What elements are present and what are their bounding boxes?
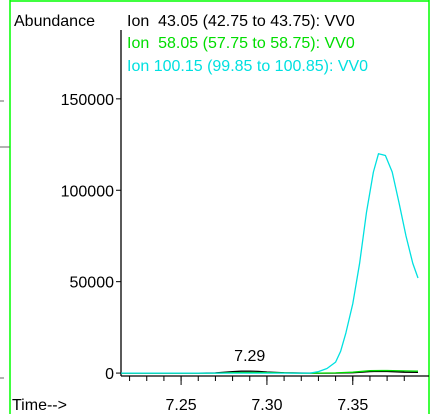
peak-label: 7.29 xyxy=(234,348,265,365)
legend-entry-2: Ion 100.15 (99.85 to 100.85): VV0 xyxy=(127,58,368,75)
legend: Ion 43.05 (42.75 to 43.75): VV0 Ion 58.05… xyxy=(127,13,368,75)
x-tick-label: 7.30 xyxy=(251,397,282,414)
annotations-layer: 7.29 xyxy=(234,348,265,365)
axes-layer: 0 50000 100000 150000 7.25 7.30 7.35 xyxy=(61,30,429,414)
x-tick-label: 7.25 xyxy=(166,397,197,414)
legend-entry-1: Ion 58.05 (57.75 to 58.75): VV0 xyxy=(127,35,355,52)
series-line-2 xyxy=(121,153,419,374)
x-axis-label: Time--> xyxy=(12,397,67,414)
series-layer xyxy=(121,153,419,374)
y-tick-label: 0 xyxy=(105,366,114,383)
y-tick-label: 100000 xyxy=(61,183,114,200)
y-tick-label: 150000 xyxy=(61,92,114,109)
y-tick-label: 50000 xyxy=(70,275,115,292)
y-axis-label: Abundance xyxy=(14,13,95,30)
x-tick-label: 7.35 xyxy=(337,397,368,414)
legend-entry-0: Ion 43.05 (42.75 to 43.75): VV0 xyxy=(127,13,355,30)
